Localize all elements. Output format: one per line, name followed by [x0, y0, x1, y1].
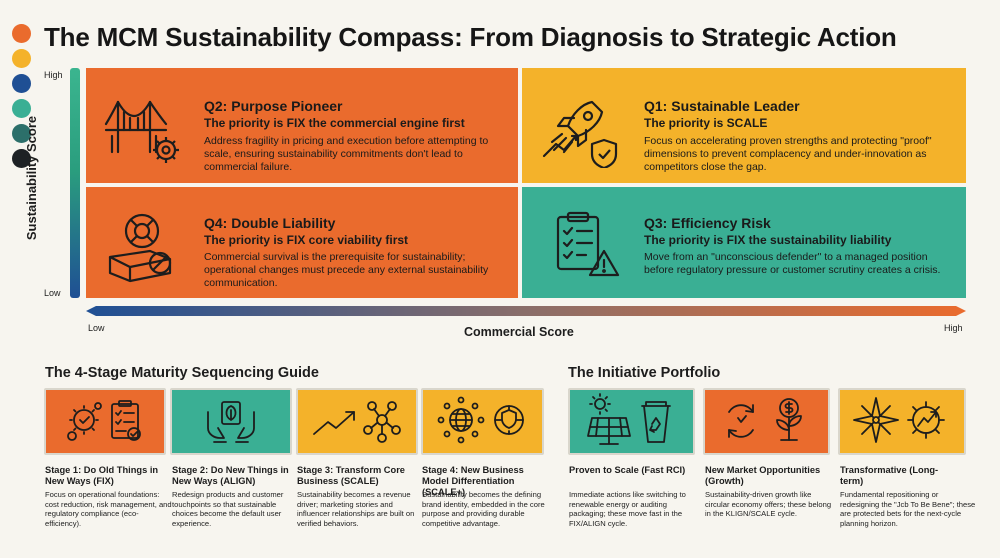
- portfolio-growth-card: [703, 388, 830, 455]
- cycle-money-plant-icon: [728, 398, 802, 441]
- q3-title: Q3: Efficiency Risk: [644, 215, 771, 231]
- rocket-shield-icon: [542, 100, 618, 168]
- stage-2-title: Stage 2: Do New Things in New Ways (ALIG…: [172, 465, 289, 486]
- stage-4-title: Stage 4: New Business Model Differentiat…: [422, 465, 524, 497]
- q2-description: Address fragility in pricing and executi…: [204, 135, 489, 173]
- compass-gear-icon: [853, 397, 945, 443]
- portfolio-transformative-title: Transformative (Long-term): [840, 465, 939, 486]
- hands-leaf-icon: [207, 401, 255, 443]
- x-axis-gradient-arrow: [86, 306, 966, 316]
- stage-4-description: Sustainability becomes the defining bran…: [422, 490, 545, 528]
- portfolio-proven-description: Immediate actions like switching to rene…: [569, 490, 686, 528]
- solar-recycle-icon: [587, 393, 671, 445]
- quadrant-q3-efficiency-risk: Q3: Efficiency Risk The priority is FIX …: [522, 187, 966, 298]
- y-axis-gradient-bar: [70, 68, 80, 298]
- q2-title: Q2: Purpose Pioneer: [204, 98, 343, 114]
- maturity-section-title: The 4-Stage Maturity Sequencing Guide: [45, 365, 319, 381]
- swatch-black: [12, 149, 31, 168]
- q4-description: Commercial survival is the prerequisite …: [204, 251, 489, 289]
- stage-4-card: [421, 388, 544, 455]
- quadrant-q1-sustainable-leader: Q1: Sustainable Leader The priority is S…: [522, 68, 966, 183]
- color-swatch-column: [12, 24, 32, 174]
- x-axis-high-label: High: [944, 323, 963, 333]
- clipboard-warning-icon: [556, 211, 620, 277]
- y-axis-high-label: High: [44, 70, 63, 80]
- swatch-teal: [12, 99, 31, 118]
- y-axis-label: Sustainability Score: [24, 115, 39, 241]
- swatch-dark-teal: [12, 124, 31, 143]
- stage-2-description: Redesign products and customer touchpoin…: [172, 490, 284, 528]
- q2-priority: The priority is FIX the commercial engin…: [204, 116, 465, 130]
- q1-priority: The priority is SCALE: [644, 116, 768, 130]
- portfolio-proven-card: [568, 388, 695, 455]
- y-axis-low-label: Low: [44, 288, 61, 298]
- q3-description: Move from an "unconscious defender" to a…: [644, 251, 941, 276]
- quadrant-q4-double-liability: Q4: Double Liability The priority is FIX…: [86, 187, 518, 298]
- stage-2-card: [170, 388, 292, 455]
- portfolio-section-title: The Initiative Portfolio: [568, 365, 721, 381]
- stage-1-title: Stage 1: Do Old Things in New Ways (FIX): [45, 465, 159, 486]
- q3-priority: The priority is FIX the sustainability l…: [644, 233, 892, 247]
- quadrant-q2-purpose-pioneer: Q2: Purpose Pioneer The priority is FIX …: [86, 68, 518, 183]
- portfolio-proven-title: Proven to Scale (Fast RCI): [569, 465, 686, 475]
- portfolio-transformative-card: [838, 388, 966, 455]
- portfolio-growth-title: New Market Opportunities (Growth): [705, 465, 821, 486]
- stage-1-description: Focus on operational foundations: cost r…: [45, 490, 172, 528]
- bridge-gear-icon: [104, 100, 179, 163]
- stage-3-title: Stage 3: Transform Core Business (SCALE): [297, 465, 405, 486]
- q4-title: Q4: Double Liability: [204, 215, 336, 231]
- q1-title: Q1: Sustainable Leader: [644, 98, 800, 114]
- x-axis-label: Commercial Score: [464, 325, 574, 339]
- lifebuoy-brick-icon: [108, 213, 172, 283]
- stage-3-card: [296, 388, 418, 455]
- swatch-orange: [12, 24, 31, 43]
- page-title: The MCM Sustainability Compass: From Dia…: [44, 22, 897, 52]
- x-axis-low-label: Low: [88, 323, 105, 333]
- swatch-navy: [12, 74, 31, 93]
- stage-3-description: Sustainability becomes a revenue driver;…: [297, 490, 415, 528]
- gears-checklist-icon: [67, 400, 141, 441]
- portfolio-transformative-description: Fundamental repositioning or redesigning…: [840, 490, 976, 528]
- globe-network-icon: [437, 396, 524, 444]
- stage-1-card: [44, 388, 166, 455]
- swatch-yellow: [12, 49, 31, 68]
- q4-priority: The priority is FIX core viability first: [204, 233, 409, 247]
- portfolio-growth-description: Sustainability-driven growth like circul…: [705, 490, 832, 519]
- growth-network-icon: [313, 401, 401, 443]
- q1-description: Focus on accelerating proven strengths a…: [644, 135, 932, 173]
